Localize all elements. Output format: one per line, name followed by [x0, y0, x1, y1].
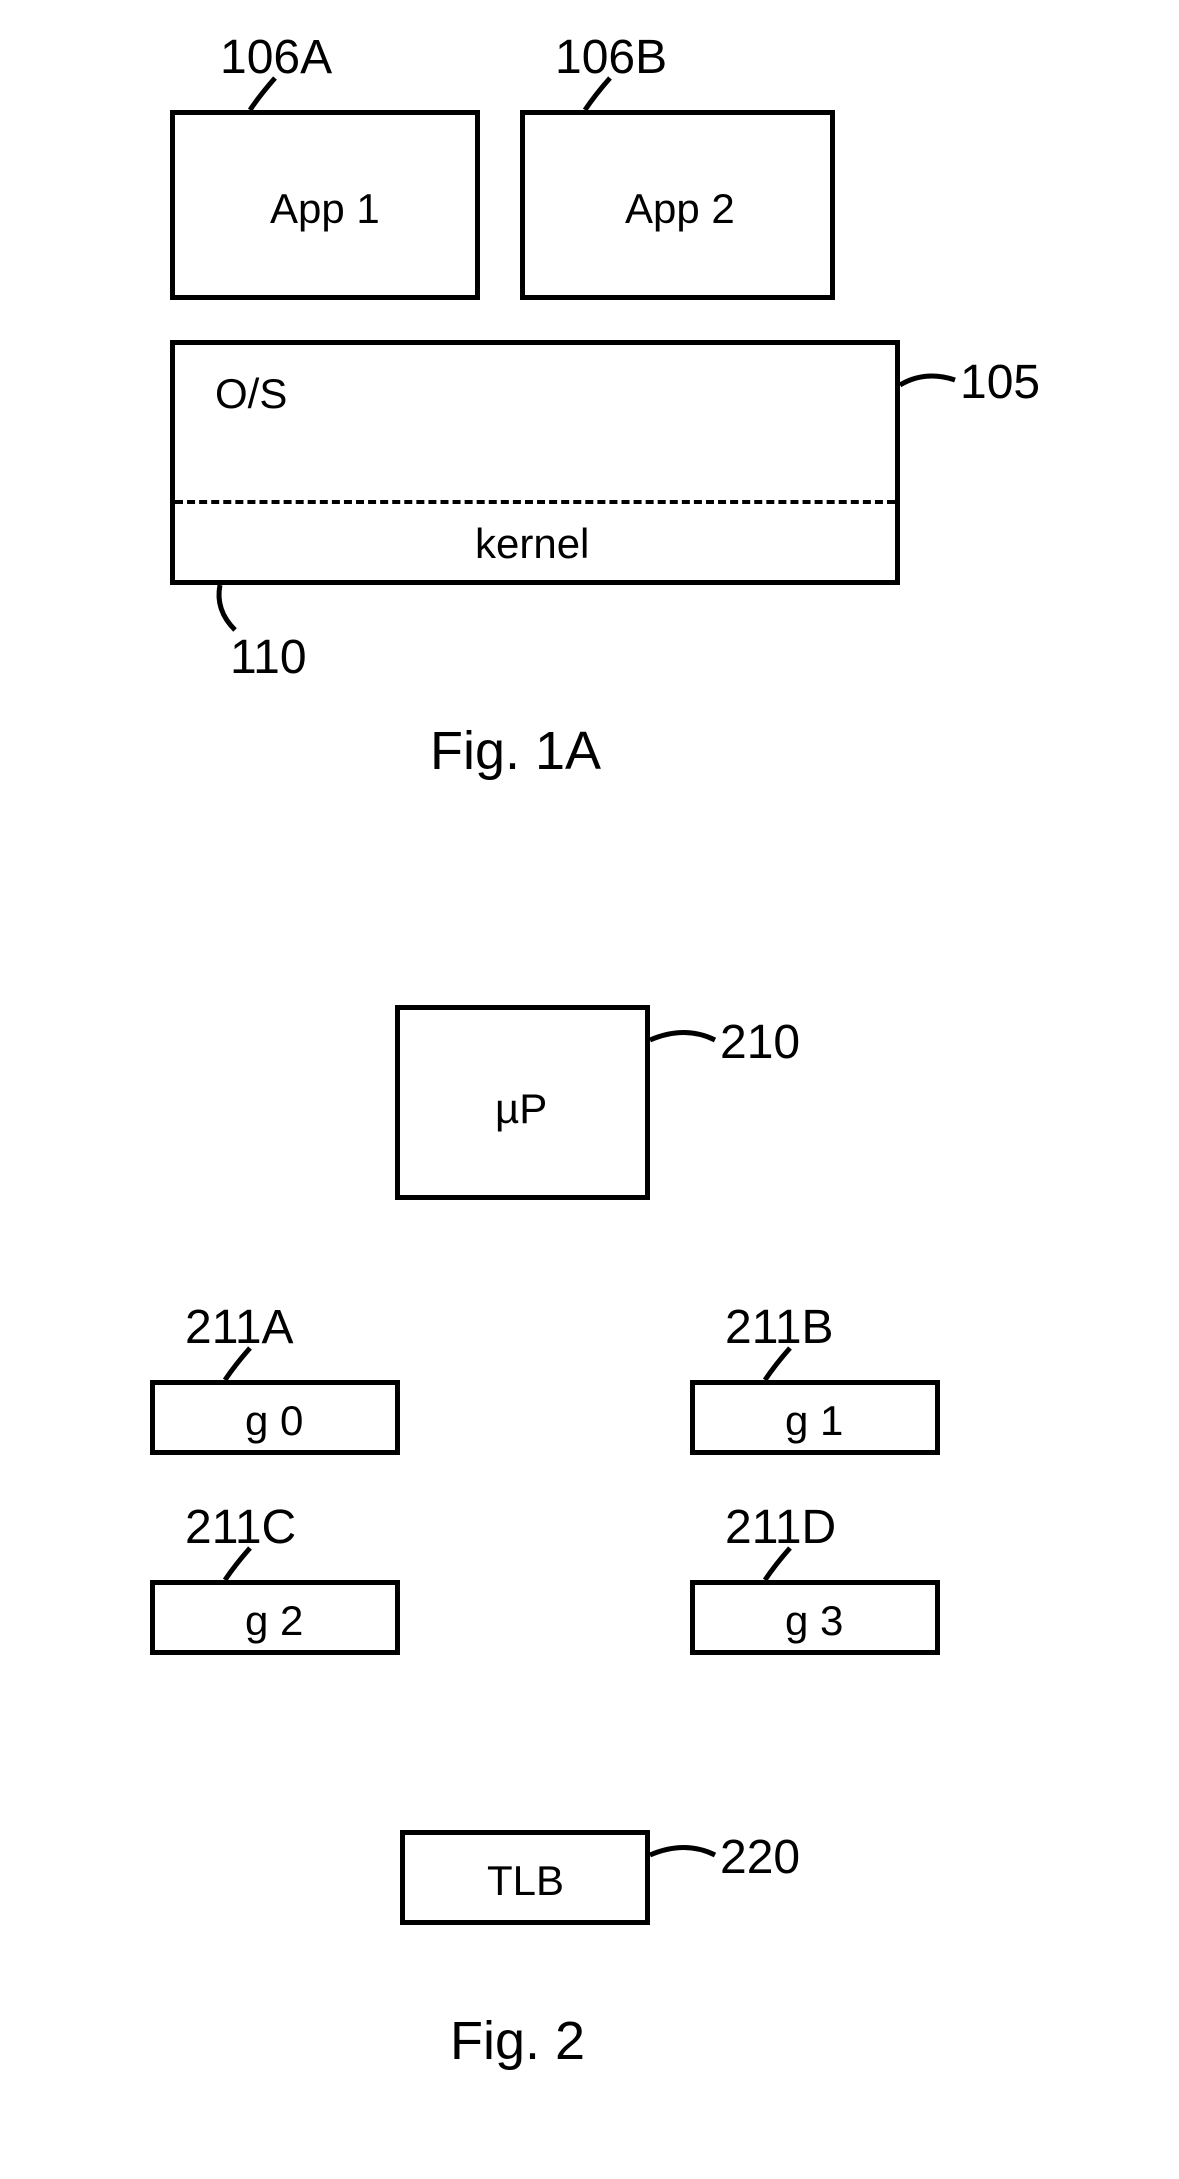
fig1-ref-110: 110	[230, 630, 307, 685]
diagram-canvas: App 1 App 2 O/S kernel 106A 106B 105 110…	[0, 0, 1179, 2179]
fig2-ref-210: 210	[720, 1015, 800, 1070]
fig2-g0-label: g 0	[245, 1397, 303, 1445]
fig1-app1-label: App 1	[270, 185, 380, 233]
fig1-os-box: O/S kernel	[170, 340, 900, 585]
fig2-ref-211C: 211C	[185, 1500, 296, 1555]
fig1-ref-105: 105	[960, 355, 1040, 410]
fig1-ref-106B: 106B	[555, 30, 667, 85]
fig2-g3-label: g 3	[785, 1597, 843, 1645]
fig1-ref-106A: 106A	[220, 30, 332, 85]
fig2-caption: Fig. 2	[450, 2010, 585, 2072]
fig2-g3-box: g 3	[690, 1580, 940, 1655]
fig2-uP-label: µP	[495, 1085, 547, 1133]
fig1-kernel-label: kernel	[475, 520, 589, 568]
fig1-caption: Fig. 1A	[430, 720, 601, 782]
fig2-ref-211B: 211B	[725, 1300, 834, 1355]
fig2-ref-211A: 211A	[185, 1300, 294, 1355]
fig1-app2-label: App 2	[625, 185, 735, 233]
fig1-os-label: O/S	[215, 370, 287, 418]
fig2-g2-box: g 2	[150, 1580, 400, 1655]
fig2-uP-box: µP	[395, 1005, 650, 1200]
fig2-tlb-label: TLB	[487, 1857, 564, 1905]
fig2-g1-box: g 1	[690, 1380, 940, 1455]
fig2-ref-211D: 211D	[725, 1500, 836, 1555]
fig2-ref-220: 220	[720, 1830, 800, 1885]
fig1-app2-box: App 2	[520, 110, 835, 300]
fig2-g0-box: g 0	[150, 1380, 400, 1455]
fig2-g2-label: g 2	[245, 1597, 303, 1645]
fig2-leader-220	[0, 0, 1179, 2000]
fig1-os-dash	[175, 500, 895, 504]
fig1-app1-box: App 1	[170, 110, 480, 300]
fig2-tlb-box: TLB	[400, 1830, 650, 1925]
fig2-g1-label: g 1	[785, 1397, 843, 1445]
